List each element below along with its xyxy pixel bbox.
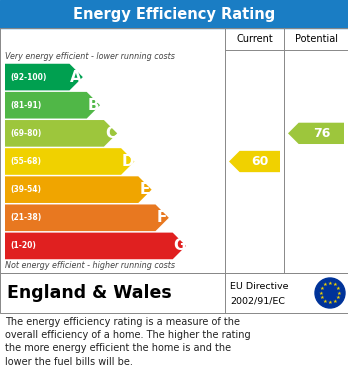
Text: ★: ★ [327, 300, 332, 305]
Text: ★: ★ [323, 282, 328, 287]
Text: ★: ★ [337, 291, 342, 296]
Text: B: B [88, 98, 99, 113]
Text: (1-20): (1-20) [10, 241, 36, 250]
Text: The energy efficiency rating is a measure of the
overall efficiency of a home. T: The energy efficiency rating is a measur… [5, 317, 251, 367]
Polygon shape [5, 92, 100, 118]
Text: 76: 76 [313, 127, 330, 140]
Bar [0, 0, 348, 28]
Polygon shape [5, 120, 117, 147]
Polygon shape [5, 176, 152, 203]
Text: Not energy efficient - higher running costs: Not energy efficient - higher running co… [5, 261, 175, 270]
Text: ★: ★ [319, 295, 324, 300]
Text: ★: ★ [323, 299, 328, 303]
Text: ★: ★ [336, 295, 340, 300]
Bar [0, 28, 348, 273]
Bar [0, 273, 348, 313]
Text: Potential: Potential [294, 34, 338, 44]
Text: Current: Current [236, 34, 273, 44]
Text: C: C [105, 126, 116, 141]
Text: A: A [70, 70, 82, 84]
Text: D: D [121, 154, 134, 169]
Bar [0, 273, 348, 313]
Text: (69-80): (69-80) [10, 129, 41, 138]
Text: ★: ★ [336, 286, 340, 291]
Text: E: E [140, 182, 150, 197]
Text: 2002/91/EC: 2002/91/EC [230, 296, 285, 305]
Text: (92-100): (92-100) [10, 73, 46, 82]
Polygon shape [229, 151, 280, 172]
Text: Energy Efficiency Rating: Energy Efficiency Rating [73, 7, 275, 22]
Text: ★: ★ [319, 286, 324, 291]
Polygon shape [288, 123, 344, 144]
Text: ★: ★ [327, 281, 332, 286]
Polygon shape [5, 233, 186, 259]
Text: ★: ★ [332, 299, 337, 303]
Text: G: G [173, 239, 185, 253]
Text: England & Wales: England & Wales [7, 284, 172, 302]
Text: ★: ★ [332, 282, 337, 287]
Text: Very energy efficient - lower running costs: Very energy efficient - lower running co… [5, 52, 175, 61]
Polygon shape [5, 148, 134, 175]
Text: (39-54): (39-54) [10, 185, 41, 194]
Text: 60: 60 [251, 155, 269, 168]
Text: (21-38): (21-38) [10, 213, 41, 222]
Polygon shape [5, 204, 169, 231]
Text: (81-91): (81-91) [10, 101, 41, 110]
Text: F: F [157, 210, 167, 225]
Text: (55-68): (55-68) [10, 157, 41, 166]
Circle shape [315, 278, 345, 308]
Text: EU Directive: EU Directive [230, 282, 288, 291]
Polygon shape [5, 64, 83, 90]
Text: ★: ★ [318, 291, 323, 296]
